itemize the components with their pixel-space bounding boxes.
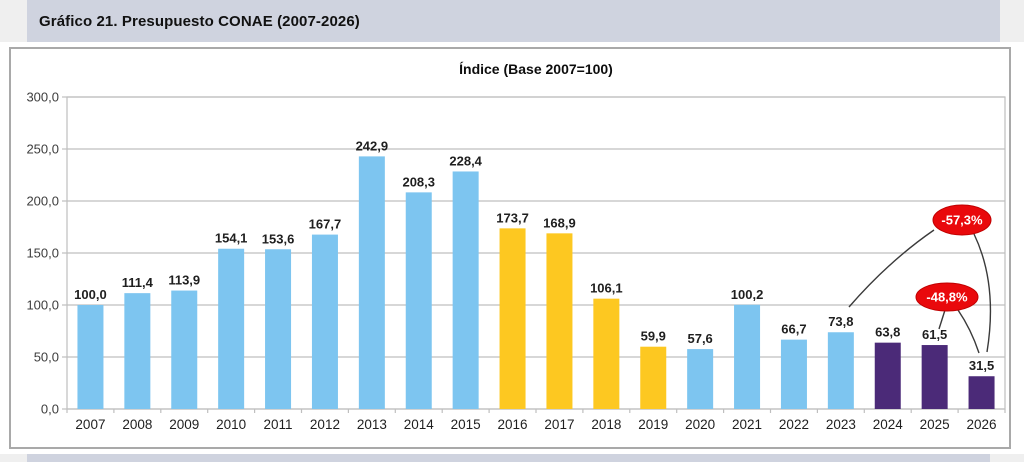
x-tick-label-2023: 2023 bbox=[826, 417, 856, 432]
x-tick-label-2012: 2012 bbox=[310, 417, 340, 432]
y-tick-label: 300,0 bbox=[26, 90, 59, 105]
bar-value-label-2011: 153,6 bbox=[262, 231, 295, 246]
bar-value-label-2017: 168,9 bbox=[543, 215, 576, 230]
bar-value-label-2013: 242,9 bbox=[356, 138, 389, 153]
bar-2013 bbox=[358, 156, 385, 409]
bar-2025 bbox=[921, 345, 948, 409]
x-tick-label-2011: 2011 bbox=[264, 417, 293, 432]
bar-2019 bbox=[640, 346, 667, 409]
bar-value-label-2022: 66,7 bbox=[781, 322, 806, 337]
bar-2011 bbox=[265, 249, 292, 409]
bar-value-label-2008: 111,4 bbox=[122, 275, 154, 290]
annotation-connector bbox=[957, 309, 980, 354]
bar-2023 bbox=[827, 332, 854, 409]
page-title: Gráfico 21. Presupuesto CONAE (2007-2026… bbox=[39, 12, 360, 30]
chart-title: Índice (Base 2007=100) bbox=[459, 61, 613, 77]
x-tick-label-2017: 2017 bbox=[544, 417, 574, 432]
x-tick-label-2009: 2009 bbox=[169, 417, 199, 432]
annotation-label: -57,3% bbox=[941, 213, 983, 228]
bottom-band bbox=[27, 454, 990, 462]
y-tick-label: 250,0 bbox=[26, 142, 59, 157]
title-band: Gráfico 21. Presupuesto CONAE (2007-2026… bbox=[27, 0, 1000, 42]
x-tick-label-2008: 2008 bbox=[122, 417, 152, 432]
x-tick-label-2020: 2020 bbox=[685, 417, 715, 432]
bar-2014 bbox=[405, 192, 432, 409]
document-title-bar: Gráfico 21. Presupuesto CONAE (2007-2026… bbox=[0, 0, 1024, 42]
annotation-connector bbox=[938, 309, 946, 330]
bar-value-label-2015: 228,4 bbox=[449, 153, 482, 168]
bar-2015 bbox=[452, 171, 479, 409]
bar-value-label-2012: 167,7 bbox=[309, 217, 342, 232]
x-tick-label-2015: 2015 bbox=[451, 417, 481, 432]
bar-value-label-2009: 113,9 bbox=[168, 273, 200, 288]
bar-2007 bbox=[77, 305, 104, 409]
bar-value-label-2014: 208,3 bbox=[402, 174, 435, 189]
annotation-label: -48,8% bbox=[926, 290, 968, 305]
bar-value-label-2019: 59,9 bbox=[641, 329, 666, 344]
bar-value-label-2021: 100,2 bbox=[731, 287, 764, 302]
annotation-oval bbox=[932, 204, 992, 236]
y-tick-label: 0,0 bbox=[41, 402, 59, 417]
bar-value-label-2025: 61,5 bbox=[922, 327, 947, 342]
x-tick-label-2024: 2024 bbox=[873, 417, 904, 432]
bar-2022 bbox=[780, 339, 807, 409]
x-tick-label-2021: 2021 bbox=[732, 417, 762, 432]
bar-2017 bbox=[546, 233, 573, 409]
bar-value-label-2016: 173,7 bbox=[496, 210, 529, 225]
bar-2020 bbox=[687, 349, 714, 409]
bar-value-label-2007: 100,0 bbox=[74, 287, 107, 302]
x-tick-label-2014: 2014 bbox=[404, 417, 435, 432]
x-tick-label-2016: 2016 bbox=[498, 417, 528, 432]
y-tick-label: 200,0 bbox=[26, 194, 59, 209]
margin-strip-left-bottom bbox=[0, 454, 27, 462]
bar-2008 bbox=[124, 293, 151, 409]
x-tick-label-2025: 2025 bbox=[920, 417, 950, 432]
bar-value-label-2010: 154,1 bbox=[215, 231, 248, 246]
bar-2021 bbox=[734, 304, 761, 409]
document-bottom-bar bbox=[0, 454, 1024, 462]
x-tick-label-2018: 2018 bbox=[591, 417, 621, 432]
bar-value-label-2020: 57,6 bbox=[687, 331, 712, 346]
margin-strip-right bbox=[1000, 0, 1024, 42]
bar-value-label-2023: 73,8 bbox=[828, 314, 853, 329]
bar-value-label-2026: 31,5 bbox=[969, 358, 994, 373]
y-tick-label: 50,0 bbox=[34, 350, 59, 365]
bar-2010 bbox=[218, 248, 245, 409]
bar-2026 bbox=[968, 376, 995, 409]
x-tick-label-2022: 2022 bbox=[779, 417, 809, 432]
y-tick-label: 100,0 bbox=[26, 298, 59, 313]
margin-strip-left bbox=[0, 0, 27, 42]
y-tick-label: 150,0 bbox=[26, 246, 59, 261]
bar-2018 bbox=[593, 298, 620, 409]
bar-value-label-2024: 63,8 bbox=[875, 325, 900, 340]
bar-chart-plot: 300,0 250,0 200,0 150,0 100,0 50,0 0,0 100,0 200… bbox=[26, 90, 1006, 432]
bar-2016 bbox=[499, 228, 526, 409]
annotation-oval bbox=[915, 282, 979, 312]
margin-strip-right-bottom bbox=[990, 454, 1024, 462]
bar-value-label-2018: 106,1 bbox=[590, 281, 623, 296]
annotation-connector bbox=[973, 233, 992, 353]
chart-frame: Índice (Base 2007=100) 300,0 250,0 200,0 15… bbox=[9, 47, 1011, 449]
x-tick-label-2010: 2010 bbox=[216, 417, 246, 432]
x-tick-label-2007: 2007 bbox=[75, 417, 105, 432]
x-tick-label-2026: 2026 bbox=[967, 417, 997, 432]
bar-2009 bbox=[171, 290, 198, 409]
x-tick-label-2019: 2019 bbox=[638, 417, 668, 432]
bar-2024 bbox=[874, 342, 901, 409]
annotation-connector bbox=[848, 229, 935, 308]
x-tick-label-2013: 2013 bbox=[357, 417, 387, 432]
bar-2012 bbox=[311, 234, 338, 409]
